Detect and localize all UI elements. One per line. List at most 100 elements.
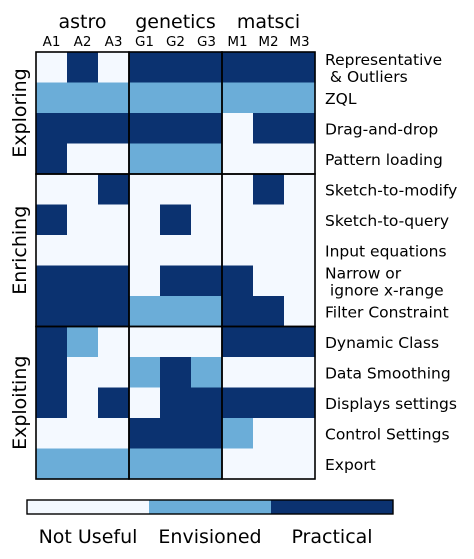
heatmap-cell bbox=[253, 174, 285, 206]
heatmap-cell bbox=[67, 174, 99, 206]
heatmap-cell bbox=[67, 235, 99, 267]
category-label: Exploiting bbox=[9, 356, 31, 450]
heatmap-cell bbox=[222, 52, 254, 84]
heatmap-cell bbox=[253, 296, 285, 328]
heatmap-cell bbox=[284, 235, 316, 267]
heatmap-cell bbox=[160, 448, 192, 480]
heatmap-cell bbox=[36, 265, 68, 297]
feature-label: Displays settings bbox=[325, 395, 457, 413]
category-label: Enriching bbox=[9, 206, 31, 295]
heatmap-cell bbox=[98, 204, 130, 236]
heatmap-cell bbox=[129, 448, 161, 480]
heatmap-cell bbox=[253, 52, 285, 84]
heatmap-cell bbox=[160, 296, 192, 328]
heatmap-cell bbox=[36, 143, 68, 175]
heatmap-cell bbox=[98, 82, 130, 114]
heatmap-cell bbox=[284, 296, 316, 328]
feature-label: Input equations bbox=[325, 242, 447, 260]
legend: Not Useful Envisioned Practical bbox=[26, 499, 394, 548]
heatmap-cell bbox=[36, 326, 68, 358]
heatmap-cell bbox=[98, 52, 130, 84]
heatmap-cell bbox=[36, 235, 68, 267]
legend-swatch bbox=[27, 500, 150, 514]
feature-label: Export bbox=[325, 456, 376, 474]
heatmap-cell bbox=[191, 448, 223, 480]
heatmap-cell bbox=[67, 418, 99, 450]
heatmap-cell bbox=[160, 357, 192, 389]
participant-label: A2 bbox=[74, 34, 92, 50]
participant-label: A3 bbox=[105, 34, 123, 50]
heatmap-cell bbox=[67, 143, 99, 175]
legend-swatch bbox=[149, 500, 272, 514]
heatmap-cell bbox=[222, 296, 254, 328]
heatmap-cell bbox=[36, 387, 68, 419]
heatmap-cell bbox=[284, 326, 316, 358]
heatmap-cell bbox=[160, 82, 192, 114]
heatmap-cell bbox=[253, 235, 285, 267]
heatmap-cell bbox=[98, 143, 130, 175]
legend-frame bbox=[26, 499, 394, 515]
heatmap-cell bbox=[67, 265, 99, 297]
row-labels: Representative & Outliers ZQL Drag-and-dro… bbox=[325, 51, 457, 474]
heatmap-cell bbox=[222, 357, 254, 389]
heatmap-cell bbox=[253, 448, 285, 480]
heatmap-cell bbox=[36, 174, 68, 206]
heatmap-cell bbox=[191, 113, 223, 145]
heatmap-cell bbox=[160, 143, 192, 175]
heatmap-cell bbox=[98, 448, 130, 480]
heatmap-cell bbox=[129, 143, 161, 175]
heatmap-cell bbox=[98, 113, 130, 145]
column-labels: astro genetics matsci A1 A2 A3 G1 G2 G3 M1 M2 M3 bbox=[43, 11, 310, 50]
heatmap-cells bbox=[36, 52, 316, 480]
participant-label: M3 bbox=[289, 34, 309, 50]
heatmap-cell bbox=[222, 418, 254, 450]
heatmap-cell bbox=[222, 265, 254, 297]
participant-label: M2 bbox=[258, 34, 278, 50]
heatmap-cell bbox=[191, 143, 223, 175]
heatmap-cell bbox=[284, 357, 316, 389]
heatmap-cell bbox=[222, 235, 254, 267]
heatmap-cell bbox=[98, 326, 130, 358]
feature-label: Narrow or ignore x-range bbox=[325, 264, 444, 299]
heatmap-cell bbox=[129, 357, 161, 389]
domain-label: genetics bbox=[135, 11, 216, 33]
heatmap-cell bbox=[284, 143, 316, 175]
heatmap-cell bbox=[98, 265, 130, 297]
feature-label: Representative & Outliers bbox=[325, 51, 442, 86]
heatmap-cell bbox=[253, 387, 285, 419]
heatmap-cell bbox=[160, 265, 192, 297]
heatmap-cell bbox=[129, 235, 161, 267]
heatmap-cell bbox=[284, 113, 316, 145]
heatmap-cell bbox=[284, 265, 316, 297]
feature-label: ZQL bbox=[325, 90, 357, 108]
group-frames bbox=[35, 51, 316, 480]
heatmap-cell bbox=[222, 143, 254, 175]
heatmap-cell bbox=[191, 174, 223, 206]
heatmap-cell bbox=[36, 418, 68, 450]
feature-label: Filter Constraint bbox=[325, 303, 449, 321]
heatmap-cell bbox=[67, 204, 99, 236]
heatmap-cell bbox=[284, 448, 316, 480]
heatmap-cell bbox=[284, 82, 316, 114]
heatmap-cell bbox=[191, 387, 223, 419]
heatmap-cell bbox=[222, 113, 254, 145]
heatmap-cell bbox=[191, 204, 223, 236]
legend-swatch bbox=[271, 500, 394, 514]
heatmap-cell bbox=[129, 418, 161, 450]
feature-label: Sketch-to-modify bbox=[325, 181, 457, 199]
participant-label: G3 bbox=[197, 34, 216, 50]
heatmap-cell bbox=[253, 113, 285, 145]
heatmap-cell bbox=[129, 204, 161, 236]
heatmap-cell bbox=[191, 418, 223, 450]
heatmap-cell bbox=[98, 387, 130, 419]
heatmap-cell bbox=[129, 52, 161, 84]
heatmap-cell bbox=[253, 82, 285, 114]
heatmap-cell bbox=[191, 296, 223, 328]
heatmap-cell bbox=[191, 326, 223, 358]
heatmap-cell bbox=[36, 448, 68, 480]
heatmap-cell bbox=[98, 296, 130, 328]
heatmap-cell bbox=[67, 113, 99, 145]
heatmap-cell bbox=[67, 387, 99, 419]
heatmap-cell bbox=[160, 418, 192, 450]
